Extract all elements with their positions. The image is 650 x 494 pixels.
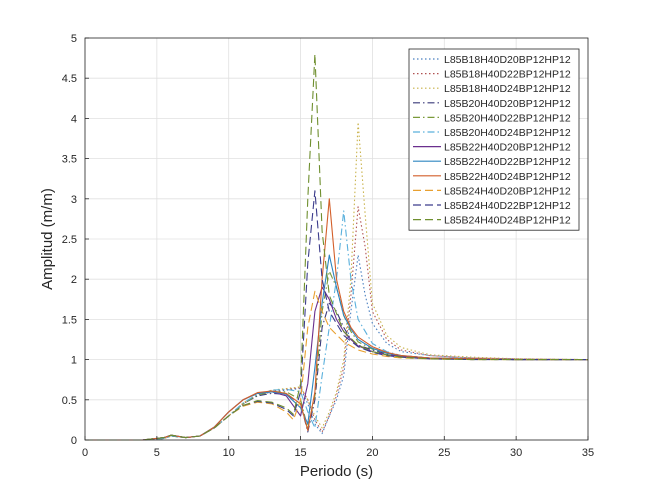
x-tick-label: 35	[582, 447, 594, 459]
legend-label: L85B18H40D20BP12HP12	[444, 54, 571, 66]
legend-label: L85B24H40D22BP12HP12	[444, 200, 571, 212]
legend-label: L85B22H40D20BP12HP12	[444, 142, 571, 154]
legend-label: L85B24H40D20BP12HP12	[444, 185, 571, 197]
legend-label: L85B20H40D24BP12HP12	[444, 127, 571, 139]
y-tick-label: 2.5	[62, 234, 77, 246]
y-tick-label: 5	[71, 33, 77, 45]
x-axis-label: Periodo (s)	[300, 463, 373, 480]
y-tick-label: 0	[71, 435, 77, 447]
legend-label: L85B20H40D22BP12HP12	[444, 112, 571, 124]
y-tick-label: 4	[71, 113, 77, 125]
series-line	[85, 254, 589, 441]
legend-box	[408, 48, 580, 231]
legend-label: L85B20H40D20BP12HP12	[444, 98, 571, 110]
axis-ticks: 0 5 10 15 20 25 30 35 0 0.5 1 1.5 2 2.5 3 3.5 4 4.5 5	[62, 33, 594, 459]
series-line	[85, 290, 588, 441]
series-lines	[85, 53, 589, 441]
y-tick-label: 2	[71, 274, 77, 286]
y-axis-label: Amplitud (m/m)	[39, 188, 56, 290]
x-tick-label: 30	[510, 447, 522, 459]
legend: L85B18H40D20BP12HP12 L85B18H40D22BP12HP12…	[408, 48, 580, 231]
series-line	[85, 53, 588, 441]
y-tick-label: 4.5	[62, 73, 77, 85]
x-tick-label: 25	[438, 447, 450, 459]
y-tick-label: 3	[71, 194, 77, 206]
x-tick-label: 20	[366, 447, 378, 459]
x-tick-label: 5	[154, 447, 160, 459]
legend-label: L85B22H40D24BP12HP12	[444, 171, 571, 183]
y-tick-label: 0.5	[62, 395, 77, 407]
legend-label: L85B18H40D24BP12HP12	[444, 83, 571, 95]
series-line	[85, 206, 589, 441]
x-tick-label: 0	[82, 447, 88, 459]
legend-label: L85B24H40D24BP12HP12	[444, 215, 571, 227]
legend-label: L85B22H40D22BP12HP12	[444, 156, 571, 168]
y-tick-label: 1.5	[62, 314, 77, 326]
y-tick-label: 1	[71, 355, 77, 367]
y-tick-label: 3.5	[62, 154, 77, 166]
legend-label: L85B18H40D22BP12HP12	[444, 69, 571, 81]
x-tick-label: 10	[223, 447, 235, 459]
x-tick-label: 15	[294, 447, 306, 459]
